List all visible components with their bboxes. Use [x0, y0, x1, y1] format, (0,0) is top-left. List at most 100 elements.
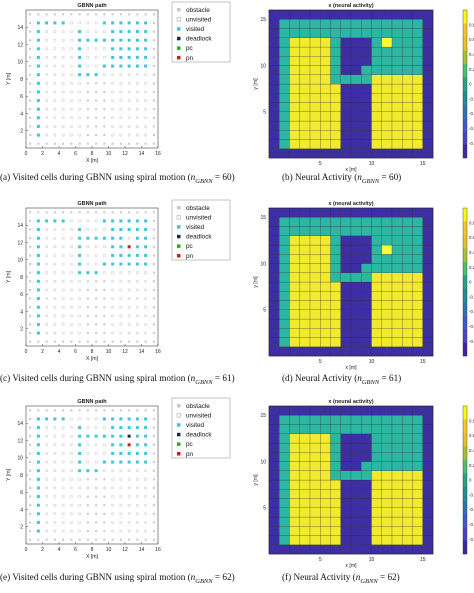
grid-point-visited — [111, 426, 115, 430]
grid-point-obstacle — [136, 340, 139, 343]
grid-point-unvisited — [94, 245, 98, 249]
grid-point-visited — [135, 426, 139, 430]
grid-point-visited — [119, 219, 123, 223]
heatmap-cell — [330, 226, 341, 236]
grid-point-obstacle — [29, 288, 32, 291]
heatmap-cell — [381, 291, 393, 301]
grid-point-unvisited — [45, 297, 48, 300]
grid-point-visited — [36, 21, 40, 25]
grid-point-unvisited — [94, 30, 98, 33]
grid-point-unvisited — [119, 82, 123, 85]
heatmap-cell — [361, 309, 372, 320]
heatmap-cell — [309, 337, 321, 347]
heatmap-cell — [350, 424, 362, 434]
grid-point-obstacle — [103, 512, 106, 515]
grid-point-visited — [36, 426, 40, 430]
heatmap-cell — [330, 102, 341, 112]
heatmap-cell — [402, 337, 413, 347]
grid-point-unvisited — [119, 99, 123, 102]
heatmap-cell — [391, 433, 403, 444]
grid-point-unvisited — [45, 280, 48, 283]
grid-point-obstacle — [95, 116, 98, 119]
grid-point-obstacle — [29, 495, 32, 498]
grid-point-unvisited — [103, 254, 106, 257]
colorbar-segment — [463, 329, 467, 343]
grid-point-unvisited — [119, 478, 123, 481]
grid-point-obstacle — [95, 13, 98, 16]
grid-point-unvisited — [70, 486, 73, 490]
grid-point-visited — [94, 236, 98, 240]
heatmap-cell — [391, 328, 403, 338]
colorbar-segment — [463, 486, 467, 501]
grid-point-obstacle — [128, 13, 131, 16]
heatmap-cell — [299, 93, 311, 103]
heatmap-cell — [371, 337, 382, 347]
heatmap-cell — [422, 470, 434, 481]
grid-point-obstacle — [152, 116, 155, 119]
heatmap-cell — [402, 120, 413, 131]
grid-point-obstacle — [86, 288, 89, 291]
heatmap-cell — [289, 461, 300, 471]
heatmap-cell — [320, 318, 331, 329]
heatmap-cell — [309, 415, 321, 425]
grid-point-unvisited — [127, 82, 131, 85]
heatmap-cell — [340, 433, 352, 444]
colorbar-tick-label: 0.6 — [469, 37, 474, 42]
heatmap-cell — [391, 526, 403, 536]
heatmap-cell — [422, 452, 434, 462]
heatmap-cell — [320, 346, 331, 357]
heatmap-cell — [320, 415, 331, 425]
grid-point-unvisited — [144, 521, 147, 524]
heatmap-cell — [422, 217, 434, 227]
heatmap-cell — [350, 235, 362, 246]
heatmap-cell — [412, 442, 423, 453]
heatmap-cell — [268, 207, 280, 218]
grid-point-unvisited — [111, 486, 114, 490]
grid-point-visited — [111, 228, 115, 232]
grid-point-visited — [135, 55, 139, 59]
grid-point-visited — [78, 262, 82, 266]
legend-label-visited: visited — [186, 422, 205, 429]
heatmap-cell — [391, 130, 403, 140]
grid-point-unvisited — [53, 254, 57, 257]
heatmap-cell — [268, 433, 280, 444]
grid-point-unvisited — [70, 228, 73, 231]
grid-point-unvisited — [70, 236, 73, 240]
heatmap-cell — [340, 415, 352, 425]
grid-point-unvisited — [70, 99, 73, 102]
heatmap-cell — [422, 207, 434, 218]
heatmap-cell — [371, 489, 382, 499]
heatmap-cell — [340, 65, 352, 75]
grid-point-unvisited — [94, 47, 98, 51]
heatmap-cell — [309, 83, 321, 94]
heatmap-cell — [381, 405, 393, 416]
grid-point-obstacle — [152, 73, 155, 76]
heatmap-cell — [340, 28, 352, 38]
grid-point-unvisited — [70, 460, 73, 464]
grid-point-deadlock — [127, 434, 131, 438]
heatmap-cell — [330, 452, 341, 462]
grid-point-pn — [127, 443, 131, 447]
heatmap-cell — [381, 254, 393, 264]
grid-point-obstacle — [86, 125, 89, 128]
grid-point-obstacle — [53, 211, 56, 214]
heatmap-cell — [412, 235, 423, 246]
grid-point-unvisited — [61, 73, 65, 76]
grid-point-obstacle — [95, 211, 98, 214]
grid-point-unvisited — [119, 469, 123, 472]
heatmap-cell — [402, 544, 413, 555]
grid-point-visited — [36, 133, 40, 137]
heatmap-cell — [320, 226, 331, 236]
heatmap-cell — [391, 28, 403, 38]
heatmap-cell — [299, 148, 311, 159]
grid-point-obstacle — [86, 134, 89, 137]
heatmap-cell — [391, 535, 403, 545]
grid-point-unvisited — [103, 469, 106, 472]
heatmap-cell — [289, 498, 300, 508]
heatmap-cell — [422, 300, 434, 310]
grid-point-unvisited — [144, 314, 147, 318]
heatmap-cell — [279, 300, 290, 310]
grid-point-unvisited — [136, 503, 139, 507]
colorbar-segment — [463, 23, 467, 38]
heatmap-cell — [350, 346, 362, 357]
